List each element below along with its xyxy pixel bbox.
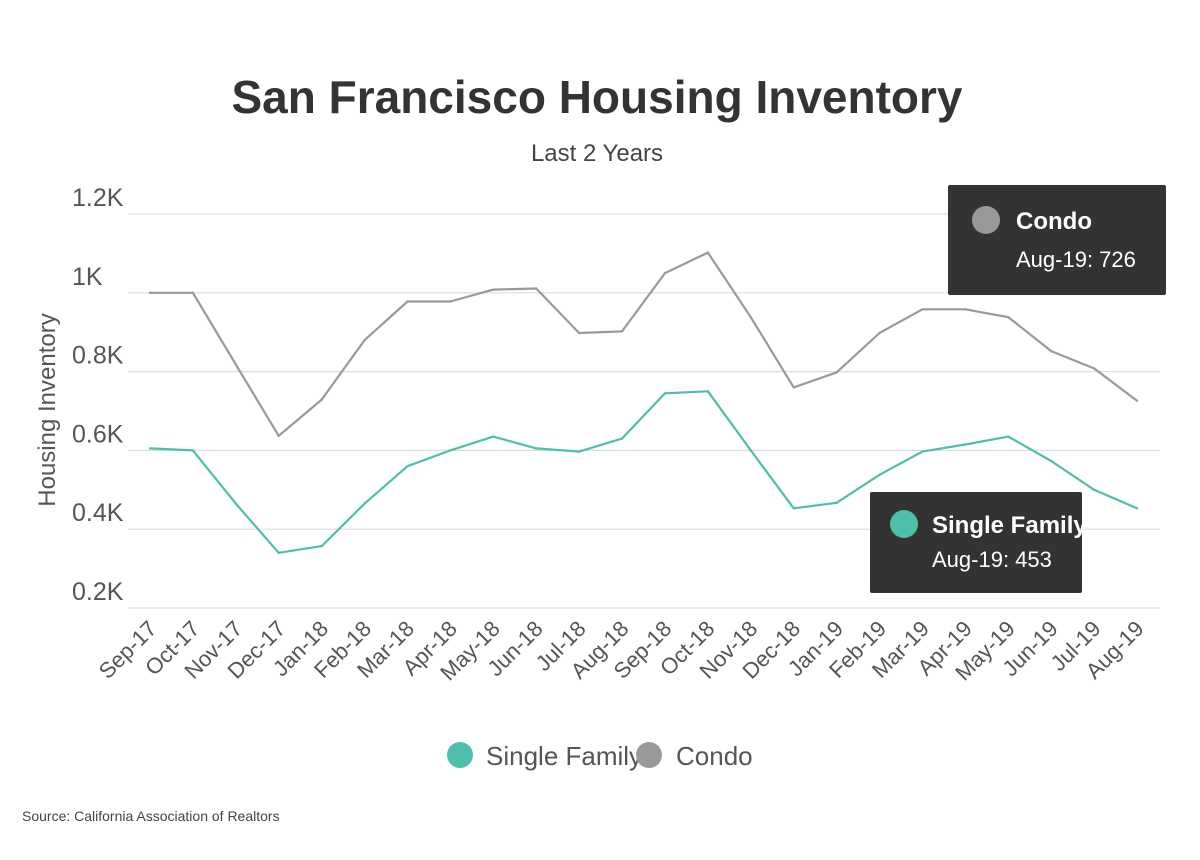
data-point-condo xyxy=(921,308,924,311)
data-point-condo xyxy=(191,291,195,294)
series-line-single-family xyxy=(149,390,1138,554)
y-axis-ticks: 0.2K 0.4K 0.6K 0.8K 1K 1.2K xyxy=(72,184,124,606)
y-tick-label: 1K xyxy=(72,263,103,291)
data-point-single-family xyxy=(620,437,624,440)
grid-lines xyxy=(128,213,1160,609)
data-point-condo xyxy=(535,287,538,290)
source-note: Source: California Association of Realto… xyxy=(22,808,280,824)
data-point-condo xyxy=(363,338,366,342)
tooltip-single-family-box xyxy=(870,492,1082,593)
data-point-single-family xyxy=(492,435,495,438)
data-point-condo xyxy=(620,330,624,333)
data-point-condo xyxy=(1007,316,1010,319)
tooltip-condo-dot xyxy=(972,206,1000,234)
x-axis-ticks: Sep-17Oct-17Nov-17Dec-17Jan-18Feb-18Mar-… xyxy=(94,616,1149,686)
data-point-condo xyxy=(577,331,581,335)
data-point-single-family xyxy=(148,447,152,450)
data-point-single-family xyxy=(964,443,967,446)
data-point-single-family xyxy=(577,450,581,453)
data-point-condo xyxy=(964,308,967,311)
data-point-single-family xyxy=(835,501,838,505)
data-point-condo xyxy=(234,363,238,366)
data-point-single-family xyxy=(449,449,452,452)
data-point-single-family xyxy=(406,464,409,468)
data-point-condo xyxy=(449,300,452,303)
data-point-condo xyxy=(320,398,323,401)
data-point-condo xyxy=(1092,367,1096,370)
y-tick-label: 0.2K xyxy=(72,578,124,606)
y-tick-label: 1.2K xyxy=(72,184,124,212)
legend-condo-label: Condo xyxy=(676,741,753,771)
y-axis-title: Housing Inventory xyxy=(34,313,61,506)
legend: Single Family Condo xyxy=(447,741,753,771)
tooltip-condo-value: Aug-19: 726 xyxy=(1016,247,1136,272)
data-point-single-family xyxy=(234,502,238,505)
data-point-condo xyxy=(1049,349,1053,353)
data-point-condo xyxy=(277,434,280,438)
data-point-single-family xyxy=(320,544,323,548)
data-point-single-family xyxy=(878,473,881,477)
tooltip-condo-series: Condo xyxy=(1016,208,1092,235)
y-tick-label: 0.4K xyxy=(72,499,124,527)
data-point-single-family xyxy=(792,507,795,510)
tooltip-single-family: Single Family Aug-19: 453 xyxy=(870,492,1087,593)
data-point-condo xyxy=(492,288,495,291)
y-tick-label: 0.6K xyxy=(72,420,124,448)
data-point-single-family xyxy=(277,551,280,555)
tooltip-condo-box xyxy=(948,185,1166,295)
y-tick-label: 0.8K xyxy=(72,342,124,370)
data-point-single-family xyxy=(1135,507,1139,510)
chart-title: San Francisco Housing Inventory xyxy=(231,71,962,123)
data-point-condo xyxy=(406,300,409,303)
data-point-single-family xyxy=(363,502,366,505)
data-point-condo xyxy=(878,331,881,335)
data-point-condo xyxy=(1135,399,1139,402)
data-point-single-family xyxy=(706,390,710,393)
data-point-single-family xyxy=(191,449,195,452)
series-lines xyxy=(148,251,1139,555)
data-point-condo xyxy=(706,251,710,254)
legend-condo-dot xyxy=(636,742,662,768)
tooltip-single-family-value: Aug-19: 453 xyxy=(932,547,1052,572)
data-point-condo xyxy=(663,271,667,275)
data-point-single-family xyxy=(921,450,924,453)
legend-item-single-family[interactable]: Single Family xyxy=(447,741,642,771)
data-point-single-family xyxy=(535,447,538,450)
tooltip-single-family-series: Single Family xyxy=(932,512,1087,539)
data-point-single-family xyxy=(663,392,667,395)
data-point-single-family xyxy=(1092,488,1096,491)
tooltip-condo: Condo Aug-19: 726 xyxy=(948,185,1166,295)
data-point-single-family xyxy=(749,449,752,452)
data-point-condo xyxy=(148,291,152,294)
tooltip-single-family-dot xyxy=(890,510,918,538)
data-point-condo xyxy=(835,371,838,374)
data-point-condo xyxy=(792,386,795,389)
chart-subtitle: Last 2 Years xyxy=(531,140,663,167)
legend-item-condo[interactable]: Condo xyxy=(636,741,753,771)
data-point-single-family xyxy=(1049,459,1053,463)
series-line-condo xyxy=(150,251,1138,437)
data-point-single-family xyxy=(1007,435,1010,438)
legend-single-family-label: Single Family xyxy=(486,741,642,771)
data-point-condo xyxy=(749,316,752,319)
legend-single-family-dot xyxy=(447,742,473,768)
